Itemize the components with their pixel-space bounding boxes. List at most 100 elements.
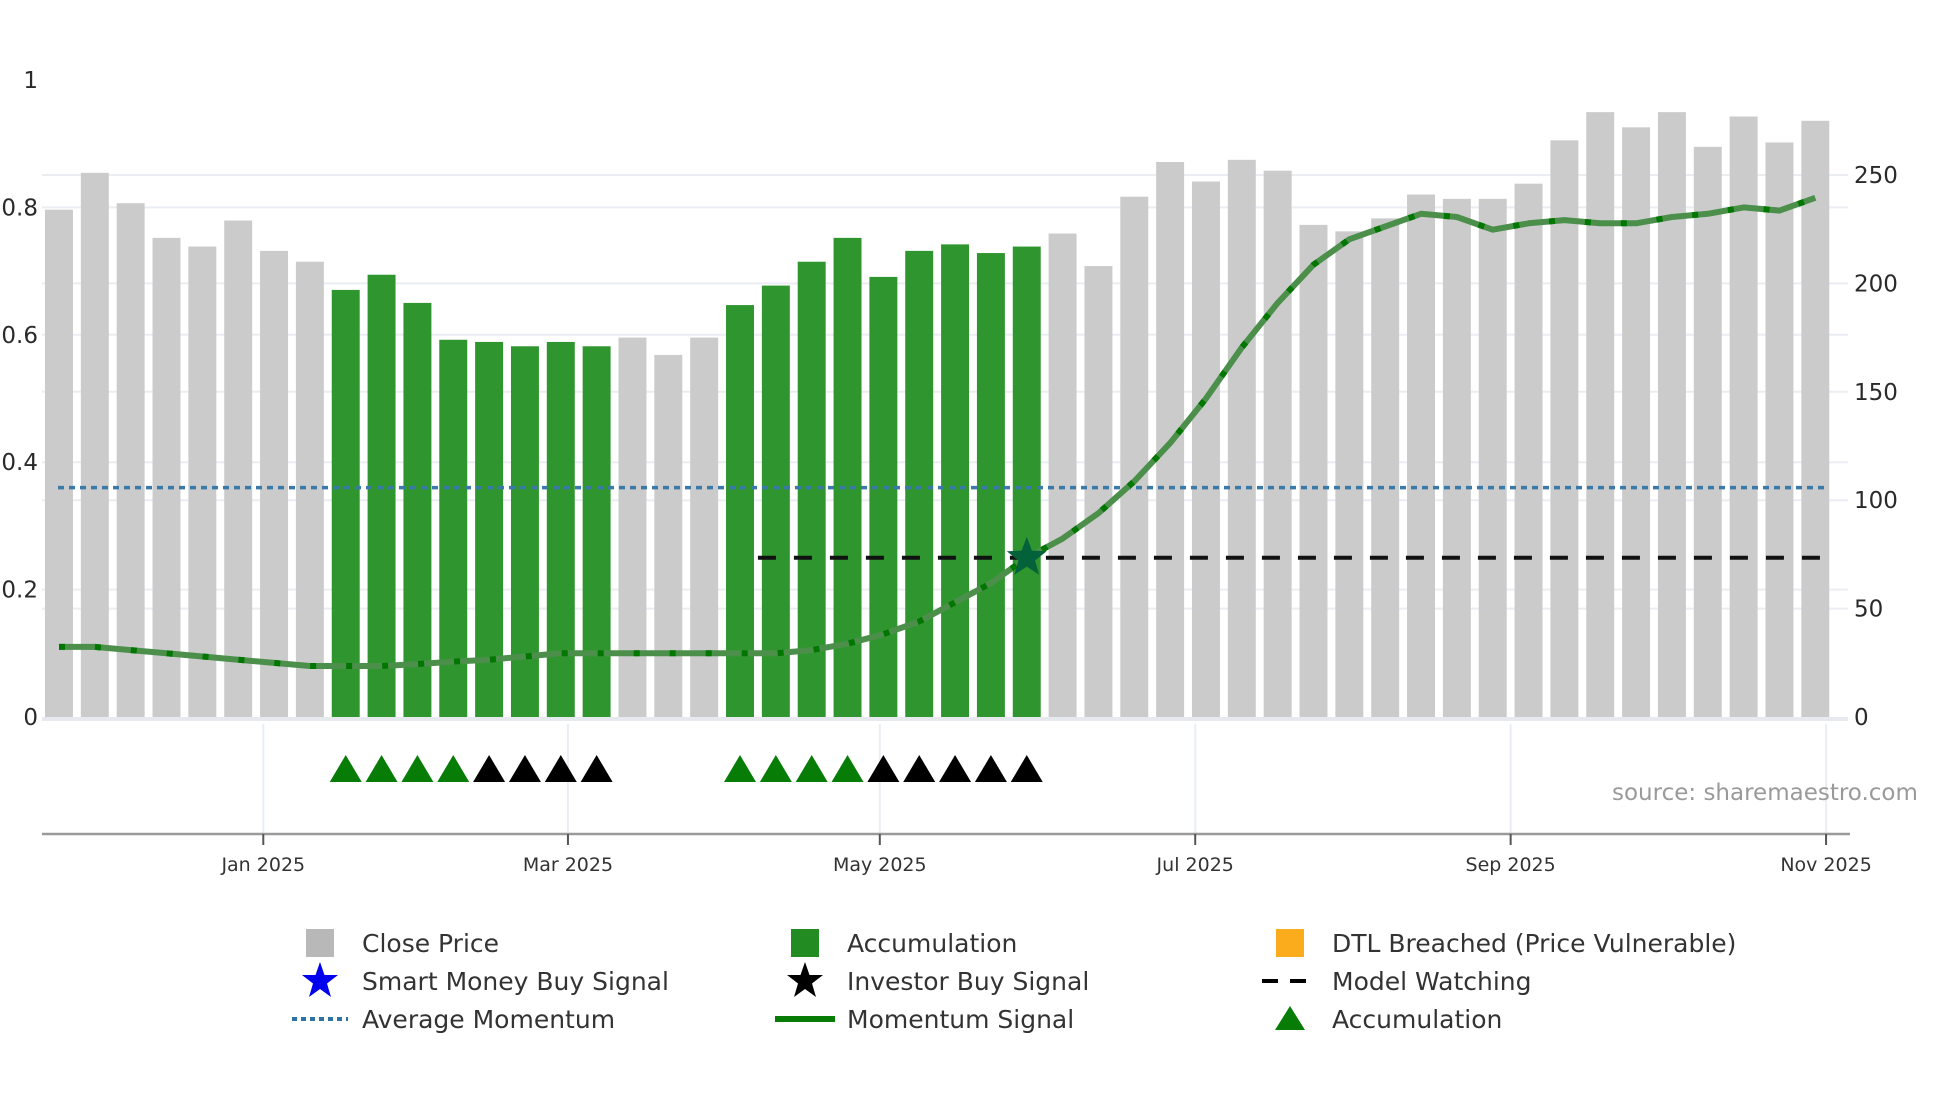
accumulation-triangle-icon xyxy=(365,755,398,782)
signal-markers xyxy=(1006,536,1047,575)
price-bar xyxy=(152,237,181,717)
price-bar xyxy=(80,172,109,717)
price-bar xyxy=(1622,127,1651,717)
legend-model-watching[interactable]: Model Watching xyxy=(1260,963,1532,999)
price-bar xyxy=(1371,218,1400,718)
price-bar xyxy=(1657,112,1686,718)
accumulation-triangle-icon xyxy=(939,755,972,782)
price-bar xyxy=(116,203,145,717)
accumulation-triangle-icon xyxy=(580,755,613,782)
price-bar xyxy=(188,246,217,717)
legend-smart-money-buy[interactable]: Smart Money Buy Signal xyxy=(290,962,669,999)
accumulation-triangle-icon xyxy=(759,755,792,782)
momentum-chart: Jan 2025 Mar 2025 May 2025 Jul 2025 Sep 2025… xyxy=(1,68,1897,876)
price-bar xyxy=(403,302,432,717)
close-price-bars xyxy=(42,112,1848,721)
solid-line-icon xyxy=(775,1016,835,1022)
left-tick-label: 0.6 xyxy=(1,323,38,349)
right-tick-label: 150 xyxy=(1854,380,1898,406)
right-tick-label: 0 xyxy=(1854,705,1869,731)
price-bar xyxy=(582,346,611,717)
accumulation-triangles xyxy=(329,755,1043,782)
price-bar xyxy=(726,305,754,717)
price-bar xyxy=(1227,159,1256,718)
accumulation-triangle-icon xyxy=(795,755,828,782)
chart-legend: Close Price Accumulation DTL Breached (P… xyxy=(0,925,1960,1065)
price-bar xyxy=(331,289,360,717)
right-tick-label: 250 xyxy=(1854,163,1898,189)
source-attribution: source: sharemaestro.com xyxy=(1612,780,1918,806)
x-tick-label: Jul 2025 xyxy=(1156,854,1234,876)
price-bar xyxy=(869,276,898,717)
accumulation-triangle-icon xyxy=(903,755,936,782)
legend-dtl-breached[interactable]: DTL Breached (Price Vulnerable) xyxy=(1260,925,1736,961)
green-square-icon xyxy=(791,929,819,957)
price-bar xyxy=(1586,112,1615,718)
price-bar xyxy=(1084,266,1113,717)
price-bar xyxy=(1407,194,1436,718)
blue-star-icon xyxy=(302,962,338,997)
axes: Jan 2025 Mar 2025 May 2025 Jul 2025 Sep 2025… xyxy=(1,68,1897,876)
price-bar xyxy=(1191,181,1220,717)
price-bar xyxy=(690,337,719,717)
price-bar xyxy=(761,285,790,717)
legend-average-momentum[interactable]: Average Momentum xyxy=(290,1001,615,1037)
dashed-line-icon xyxy=(1262,979,1318,983)
accumulation-triangle-icon xyxy=(1010,755,1043,782)
price-bar xyxy=(941,244,970,717)
price-bar xyxy=(1550,140,1579,717)
legend-accumulation-bar[interactable]: Accumulation xyxy=(775,925,1017,961)
momentum-signal-dash xyxy=(59,194,1817,669)
price-bar xyxy=(618,337,647,717)
price-bar xyxy=(905,250,934,717)
price-bar xyxy=(654,354,683,717)
accumulation-triangle-icon xyxy=(329,755,362,782)
left-tick-label: 0.8 xyxy=(1,195,38,221)
x-tick-label: Sep 2025 xyxy=(1466,854,1556,876)
legend-investor-buy[interactable]: Investor Buy Signal xyxy=(775,962,1089,999)
price-bar xyxy=(1048,233,1077,717)
price-bar xyxy=(833,237,862,717)
price-bar xyxy=(1693,146,1722,718)
legend-accumulation-triangle[interactable]: Accumulation xyxy=(1260,1001,1502,1037)
signal-lines xyxy=(58,194,1828,669)
orange-square-icon xyxy=(1276,929,1304,957)
price-bar xyxy=(260,250,289,717)
price-bar xyxy=(1299,224,1328,717)
price-bar xyxy=(1801,120,1830,718)
price-bar xyxy=(45,209,73,718)
price-bar xyxy=(1012,246,1041,717)
x-tick-label: Nov 2025 xyxy=(1780,854,1871,876)
price-bar xyxy=(439,339,468,717)
price-bar xyxy=(367,274,396,717)
price-bar xyxy=(546,341,575,717)
accumulation-triangle-icon xyxy=(831,755,864,782)
accumulation-triangle-icon xyxy=(473,755,506,782)
accumulation-triangle-icon xyxy=(974,755,1007,782)
price-bar xyxy=(1765,142,1794,718)
left-tick-label: 0 xyxy=(23,705,38,731)
left-tick-label: 0.4 xyxy=(1,450,38,476)
accumulation-triangle-icon xyxy=(437,755,470,782)
right-tick-label: 100 xyxy=(1854,488,1898,514)
investor-buy-star-icon xyxy=(1006,536,1047,575)
price-bar xyxy=(1120,196,1149,717)
price-bar xyxy=(1442,198,1471,717)
accumulation-triangle-icon xyxy=(401,755,434,782)
accumulation-triangle-icon xyxy=(508,755,541,782)
legend-close-price[interactable]: Close Price xyxy=(290,925,499,961)
price-bar xyxy=(1335,231,1364,718)
price-bar xyxy=(1729,116,1758,718)
price-bar xyxy=(976,253,1005,717)
price-bar xyxy=(1478,198,1507,717)
x-tick-label: Mar 2025 xyxy=(523,854,613,876)
legend-momentum-signal[interactable]: Momentum Signal xyxy=(775,1001,1074,1037)
price-bar xyxy=(510,346,539,717)
accumulation-triangle-icon xyxy=(724,755,757,782)
dotted-line-icon xyxy=(292,1017,348,1021)
black-star-icon xyxy=(787,962,823,997)
price-bar xyxy=(1514,183,1543,717)
x-tick-label: Jan 2025 xyxy=(220,854,305,876)
accumulation-triangle-icon xyxy=(544,755,577,782)
green-triangle-icon xyxy=(1275,1006,1305,1030)
